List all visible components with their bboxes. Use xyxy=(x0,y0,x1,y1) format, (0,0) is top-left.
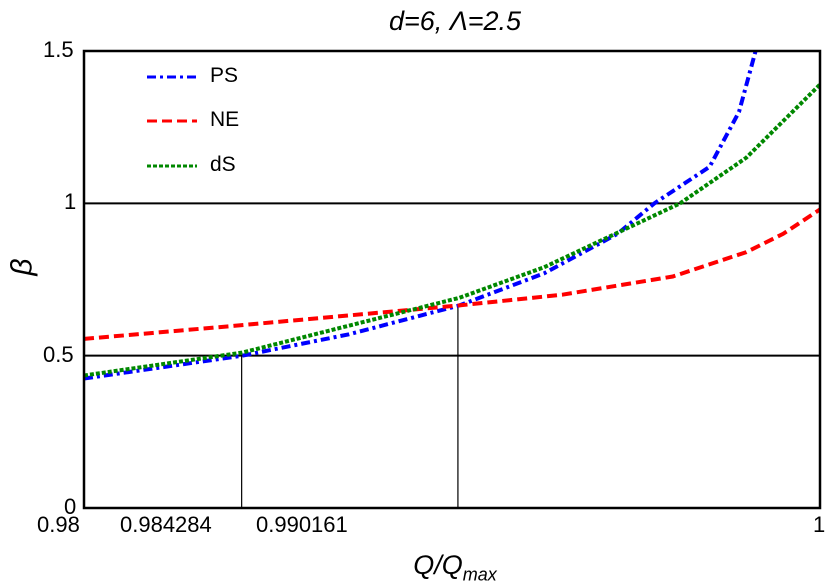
y-tick-1: 1 xyxy=(64,189,77,214)
legend-label-ds: dS xyxy=(210,153,236,176)
x-tick-0.990161: 0.990161 xyxy=(256,512,348,537)
x-tick-0.98: 0.98 xyxy=(37,512,80,537)
y-tick-1.5: 1.5 xyxy=(43,37,74,62)
axes-frame xyxy=(82,49,822,510)
legend-label-ps: PS xyxy=(210,64,239,87)
x-axis-label: Q/Qmax xyxy=(413,550,497,585)
series-ps xyxy=(84,51,758,381)
x-tick-0.984284: 0.984284 xyxy=(120,512,212,537)
series-ne xyxy=(84,207,820,341)
legend-label-ne: NE xyxy=(210,108,240,131)
x-tick-1: 1 xyxy=(813,512,826,537)
y-tick-0.5: 0.5 xyxy=(43,342,74,367)
y-tick-0: 0 xyxy=(64,494,77,519)
chart-title: d=6, Λ=2.5 xyxy=(388,6,522,36)
series-ds xyxy=(84,83,820,378)
